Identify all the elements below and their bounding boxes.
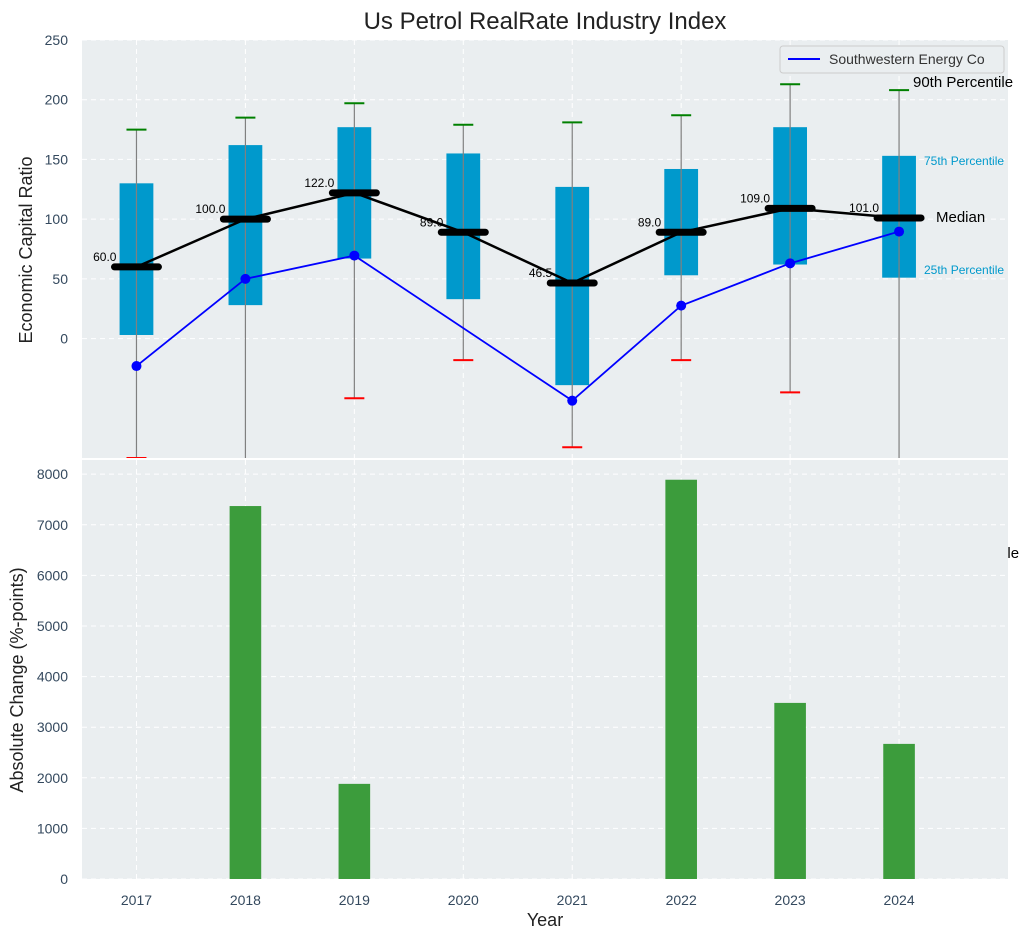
top-axes-background: [82, 40, 1008, 458]
median-label-2021: 46.5: [529, 266, 553, 280]
median-label-2017: 60.0: [93, 250, 117, 264]
bar-2023: [774, 702, 806, 879]
bottom-y-tick-label: 4000: [37, 669, 68, 685]
top-y-tick-label: 0: [60, 331, 68, 347]
series-point-2018: [240, 273, 251, 284]
annotation-p25: 25th Percentile: [924, 263, 1004, 277]
top-y-tick-label: 150: [45, 151, 69, 167]
bottom-y-tick-label: 1000: [37, 820, 68, 836]
bottom-axes-background: [82, 460, 1008, 879]
median-label-2019: 122.0: [304, 176, 334, 190]
bar-2024: [883, 743, 915, 879]
x-tick-label-2020: 2020: [448, 892, 479, 908]
x-tick-label-2017: 2017: [121, 892, 152, 908]
bottom-y-tick-label: 7000: [37, 517, 68, 533]
x-tick-label-2022: 2022: [666, 892, 697, 908]
bottom-y-tick-label: 0: [60, 871, 68, 887]
bottom-y-tick-label: 2000: [37, 770, 68, 786]
top-y-axis-label: Economic Capital Ratio: [16, 156, 36, 343]
median-line: [135, 191, 900, 285]
top-y-tick-label: 250: [45, 32, 69, 48]
top-y-tick-label: 200: [45, 92, 69, 108]
series-point-2021: [567, 395, 578, 406]
legend-box: [779, 45, 1005, 74]
x-tick-label-2024: 2024: [883, 892, 914, 908]
x-tick-label-2019: 2019: [339, 892, 370, 908]
series-point-2017: [131, 361, 142, 372]
annotation-median: Median: [936, 209, 985, 226]
x-axis-label: Year: [527, 910, 563, 930]
bar-2019: [338, 783, 371, 879]
series-point-2024: [894, 226, 905, 237]
bottom-y-tick-label: 3000: [37, 719, 68, 735]
annotation-p75: 75th Percentile: [924, 154, 1004, 168]
median-label-2022: 89.0: [638, 215, 662, 229]
chart-title: Us Petrol RealRate Industry Index: [364, 8, 727, 35]
series-point-2023: [785, 258, 796, 269]
median-label-2020: 89.0: [420, 215, 444, 229]
legend-entry: Southwestern Energy Co: [829, 51, 985, 67]
top-y-tick-label: 50: [52, 271, 68, 287]
bar-2018: [229, 506, 262, 879]
series-point-2022: [676, 300, 687, 311]
annotation-p90: 90th Percentile: [913, 74, 1013, 91]
x-tick-label-2018: 2018: [230, 892, 261, 908]
bottom-y-tick-label: 5000: [37, 618, 68, 634]
bar-2022: [665, 479, 697, 879]
top-y-tick-label: 100: [45, 211, 69, 227]
bottom-y-axis-label: Absolute Change (%-points): [7, 567, 27, 792]
top-plot-area: 60.0 100.0 122.0 89.0 46.5 89.0 109.0 101.0: [93, 83, 925, 458]
series-point-2019: [349, 250, 360, 261]
bottom-y-tick-label: 6000: [37, 567, 68, 583]
median-label-2024: 101.0: [849, 201, 879, 215]
bottom-y-tick-label: 8000: [37, 466, 68, 482]
x-tick-label-2023: 2023: [775, 892, 806, 908]
median-label-2018: 100.0: [195, 202, 225, 216]
legend: Southwestern Energy Co: [779, 45, 1005, 74]
x-tick-label-2021: 2021: [557, 892, 588, 908]
median-label-2023: 109.0: [740, 191, 770, 205]
